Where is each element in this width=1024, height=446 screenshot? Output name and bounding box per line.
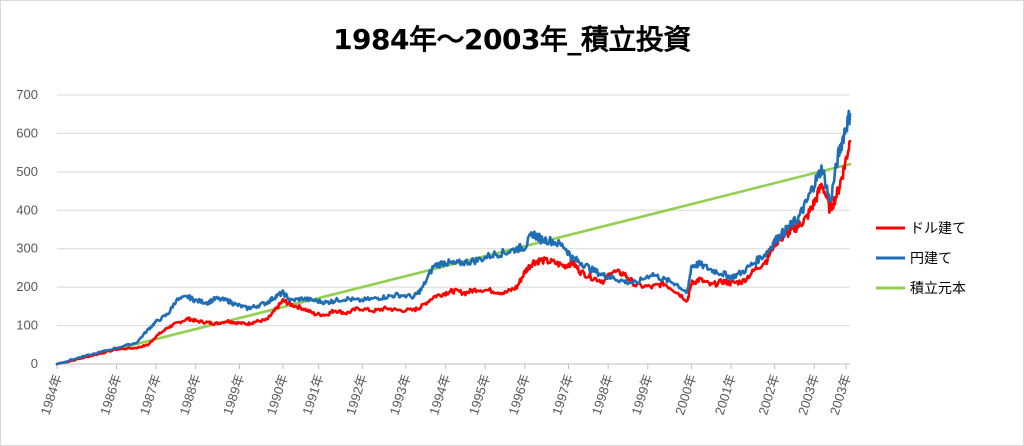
x-tick-label: 1984年 xyxy=(38,372,65,417)
x-tick-label: 2000年 xyxy=(672,372,699,417)
x-tick-label: 1997年 xyxy=(549,372,576,417)
x-tick-label: 1996年 xyxy=(506,372,533,417)
x-tick-label: 1986年 xyxy=(97,372,124,417)
y-tick-label: 100 xyxy=(16,318,38,333)
x-axis-ticks: 1984年 1986年 1987年 1988年 1989年 1990年 1991年 1992年… xyxy=(38,364,854,417)
x-tick-label: 1994年 xyxy=(426,372,453,417)
x-tick-label: 1988年 xyxy=(176,372,203,417)
y-tick-label: 500 xyxy=(16,164,38,179)
y-axis-ticks: 0 100 200 300 400 500 600 700 xyxy=(16,87,38,371)
y-tick-label: 700 xyxy=(16,87,38,102)
x-tick-label: 2003年 xyxy=(827,372,854,417)
legend-label-0: ドル建て xyxy=(910,221,966,237)
x-tick-label: 1991年 xyxy=(299,372,326,417)
x-tick-label: 1992年 xyxy=(343,372,370,417)
y-tick-label: 200 xyxy=(16,279,38,294)
x-tick-label: 1987年 xyxy=(137,372,164,417)
y-tick-label: 400 xyxy=(16,202,38,217)
x-tick-label: 1998年 xyxy=(589,372,616,417)
gridlines xyxy=(57,94,850,365)
y-tick-label: 0 xyxy=(31,356,38,371)
x-tick-label: 1993年 xyxy=(387,372,414,417)
x-tick-label: 1999年 xyxy=(628,372,655,417)
x-tick-label: 1990年 xyxy=(264,372,291,417)
chart-title: 1984年～2003年_積立投資 xyxy=(333,23,691,56)
y-tick-label: 600 xyxy=(16,125,38,140)
x-tick-label: 2003年 xyxy=(795,372,822,417)
x-tick-label: 1995年 xyxy=(466,372,493,417)
series-line-1 xyxy=(55,109,852,366)
series-line-0 xyxy=(55,139,852,366)
x-tick-label: 2002年 xyxy=(755,372,782,417)
series-lines xyxy=(55,109,852,366)
x-tick-label: 2001年 xyxy=(712,372,739,417)
legend-label-1: 円建て xyxy=(910,251,952,267)
legend-label-2: 積立元本 xyxy=(910,281,966,297)
y-tick-label: 300 xyxy=(16,241,38,256)
x-tick-label: 1989年 xyxy=(220,372,247,417)
